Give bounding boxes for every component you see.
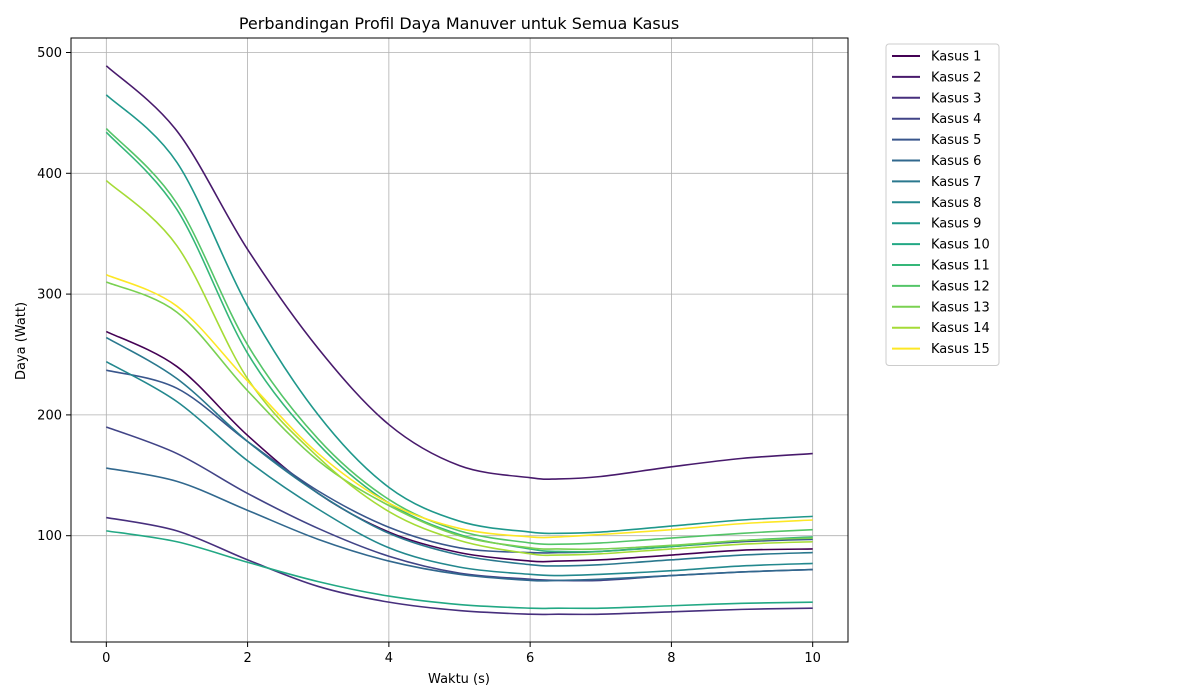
series-line-kasus-12 bbox=[105, 128, 813, 546]
grid-lines bbox=[71, 38, 848, 642]
axes: 0 2 4 6 8 10 100 200 300 400 500 bbox=[37, 37, 849, 666]
chart-title: Perbandingan Profil Daya Manuver untuk S… bbox=[239, 14, 679, 33]
x-tick-label: 2 bbox=[243, 651, 251, 666]
series-line-kasus-1 bbox=[105, 330, 813, 563]
legend-label: Kasus 6 bbox=[931, 154, 981, 169]
x-tick-label: 4 bbox=[385, 651, 393, 666]
series-line-kasus-10 bbox=[106, 530, 813, 610]
legend-label: Kasus 4 bbox=[931, 112, 981, 127]
x-tick-label: 8 bbox=[667, 651, 675, 666]
legend-label: Kasus 13 bbox=[931, 300, 990, 315]
series-line-kasus-11 bbox=[105, 131, 813, 553]
y-tick-label: 200 bbox=[37, 408, 62, 423]
legend-label: Kasus 1 bbox=[931, 50, 981, 65]
legend-label: Kasus 10 bbox=[931, 238, 990, 253]
series-lines bbox=[105, 65, 813, 616]
y-tick-label: 400 bbox=[37, 167, 62, 182]
x-tick-label: 10 bbox=[804, 651, 821, 666]
legend-label: Kasus 2 bbox=[931, 70, 981, 85]
legend-label: Kasus 14 bbox=[931, 321, 990, 336]
legend-label: Kasus 15 bbox=[931, 342, 990, 357]
legend-label: Kasus 12 bbox=[931, 279, 990, 294]
series-line-kasus-13 bbox=[106, 281, 813, 551]
series-line-kasus-14 bbox=[105, 179, 813, 557]
series-line-kasus-8 bbox=[105, 361, 813, 577]
y-tick-label: 100 bbox=[37, 529, 62, 544]
series-line-kasus-9 bbox=[105, 94, 813, 535]
series-line-kasus-6 bbox=[106, 467, 813, 582]
plot-frame bbox=[70, 37, 849, 643]
legend-label: Kasus 8 bbox=[931, 196, 981, 211]
series-line-kasus-3 bbox=[106, 516, 813, 616]
legend-label: Kasus 9 bbox=[931, 217, 981, 232]
series-line-kasus-2 bbox=[105, 65, 813, 481]
legend-label: Kasus 7 bbox=[931, 175, 981, 190]
y-tick-label: 500 bbox=[37, 46, 62, 61]
series-line-kasus-7 bbox=[105, 336, 813, 567]
x-axis-title: Waktu (s) bbox=[428, 672, 490, 687]
series-line-kasus-15 bbox=[105, 274, 813, 539]
legend: Kasus 1 Kasus 2 Kasus 3 Kasus 4 Kasus 5 Kasus… bbox=[885, 43, 1000, 366]
y-axis-title: Daya (Watt) bbox=[14, 302, 29, 380]
y-tick-label: 300 bbox=[37, 288, 62, 303]
legend-label: Kasus 11 bbox=[931, 259, 990, 274]
legend-label: Kasus 5 bbox=[931, 133, 981, 148]
x-tick-label: 0 bbox=[102, 651, 110, 666]
x-tick-label: 6 bbox=[526, 651, 534, 666]
legend-label: Kasus 3 bbox=[931, 91, 981, 106]
